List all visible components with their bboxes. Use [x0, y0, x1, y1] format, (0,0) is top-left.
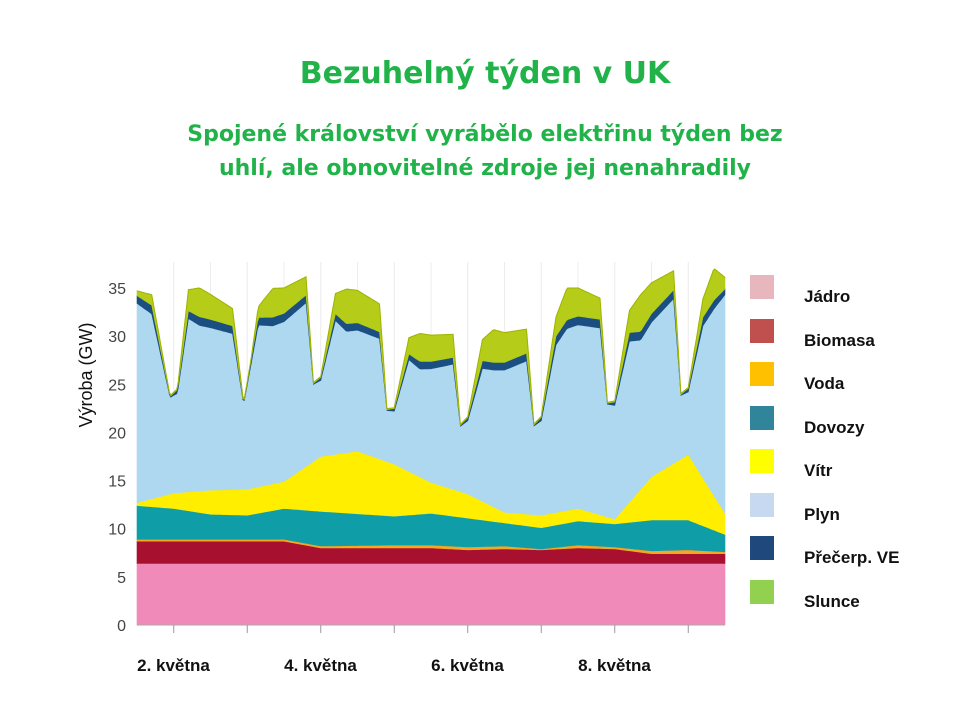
legend-swatch: [750, 318, 774, 343]
y-tick-label: 25: [108, 377, 126, 394]
legend-label: Vítr: [804, 461, 833, 480]
y-tick-label: 5: [117, 570, 126, 587]
area-series-group: [136, 268, 726, 626]
x-tick-label: 6. května: [431, 656, 504, 675]
x-tick-label: 8. května: [578, 656, 651, 675]
axes: 0 5 10 15 20 25 30 35 2. května 4. května 6. květn…: [76, 281, 725, 675]
legend-label: Slunce: [804, 591, 860, 611]
legend-swatch: [750, 275, 774, 299]
y-tick-label: 30: [108, 329, 126, 346]
y-tick-label: 20: [108, 425, 126, 442]
legend-swatch: [750, 536, 774, 560]
subtitle-line-1: Spojené království vyrábělo elektřinu tý…: [187, 122, 783, 147]
subtitle-line-2: uhlí, ale obnovitelné zdroje jej nenahra…: [218, 156, 752, 181]
legend-swatch: [750, 492, 774, 517]
chart-title: Bezuhelný týden v UK: [299, 56, 671, 91]
legend-label: Přečerp. VE: [804, 548, 900, 567]
chart-subtitle: Spojené království vyrábělo elektřinu tý…: [0, 118, 960, 186]
total-outline: [136, 268, 726, 426]
y-tick-label: 0: [117, 618, 126, 635]
legend-label: Voda: [804, 374, 845, 393]
x-tick-label: 2. května: [137, 656, 210, 675]
y-axis-label: Výroba (GW): [76, 322, 96, 427]
y-tick-label: 15: [108, 474, 126, 491]
legend-label: Jádro: [804, 287, 851, 306]
x-tick-label: 4. května: [284, 656, 357, 675]
legend-swatch: [750, 449, 774, 473]
legend-swatch: [750, 405, 774, 430]
legend-swatch: [750, 362, 774, 386]
legend-label: Plyn: [804, 504, 840, 524]
legend-swatch: [750, 579, 774, 604]
y-tick-label: 10: [108, 522, 126, 539]
y-tick-label: 35: [108, 281, 126, 298]
legend-label: Biomasa: [804, 330, 875, 350]
area-1: [136, 563, 726, 626]
legend-label: Dovozy: [804, 417, 865, 437]
